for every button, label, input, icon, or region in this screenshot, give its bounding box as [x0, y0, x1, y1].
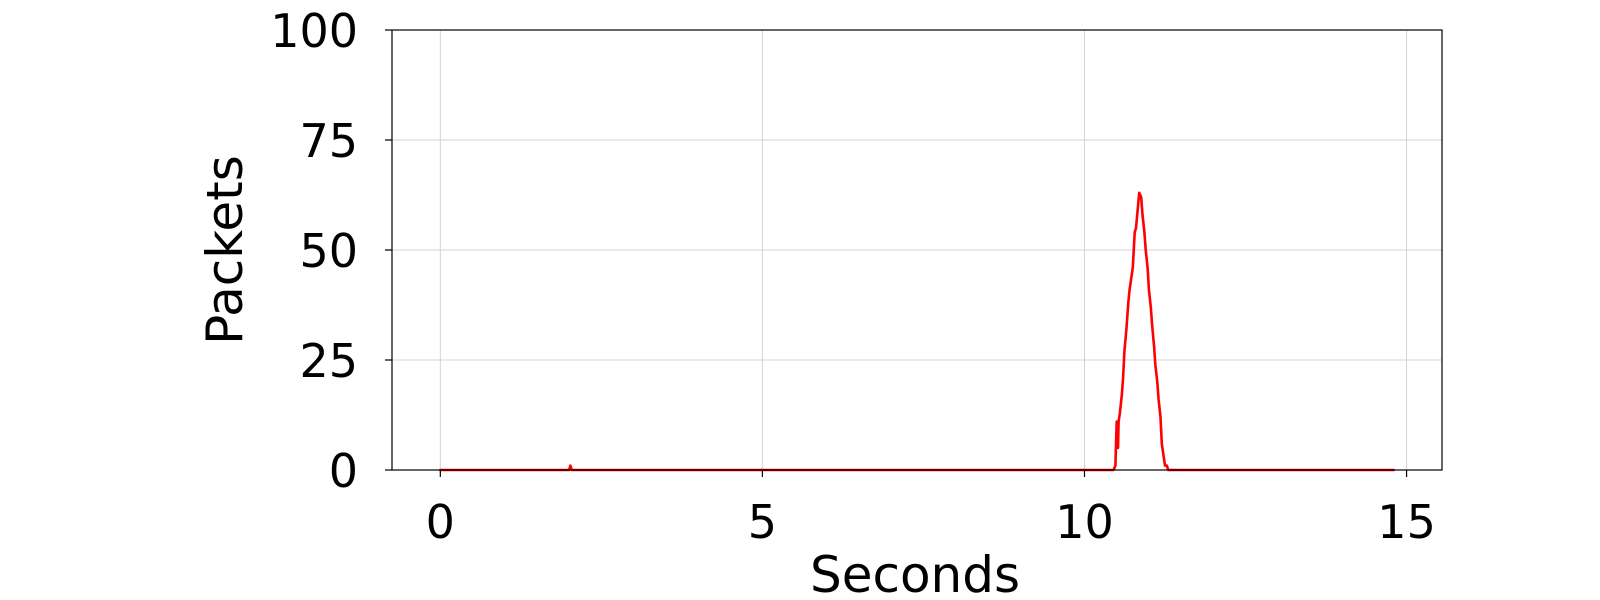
- grid: [392, 29, 1442, 471]
- x-tick-label: 5: [748, 495, 777, 549]
- y-tick-label: 50: [299, 224, 358, 278]
- series-layer: [438, 191, 1395, 472]
- series-line-0: [438, 191, 1395, 472]
- y-tick-label: 0: [329, 444, 358, 498]
- y-tick-label: 25: [299, 334, 358, 388]
- x-tick-label: 0: [426, 495, 455, 549]
- y-tick-label: 100: [270, 4, 358, 58]
- y-tick-label: 75: [299, 114, 358, 168]
- x-axis-title: Seconds: [810, 546, 1020, 600]
- ticks: 0 5 10 15 0 25 50 75 100: [270, 4, 1436, 549]
- y-axis-title: Packets: [196, 155, 254, 345]
- x-tick-label: 10: [1055, 495, 1114, 549]
- x-tick-label: 15: [1377, 495, 1436, 549]
